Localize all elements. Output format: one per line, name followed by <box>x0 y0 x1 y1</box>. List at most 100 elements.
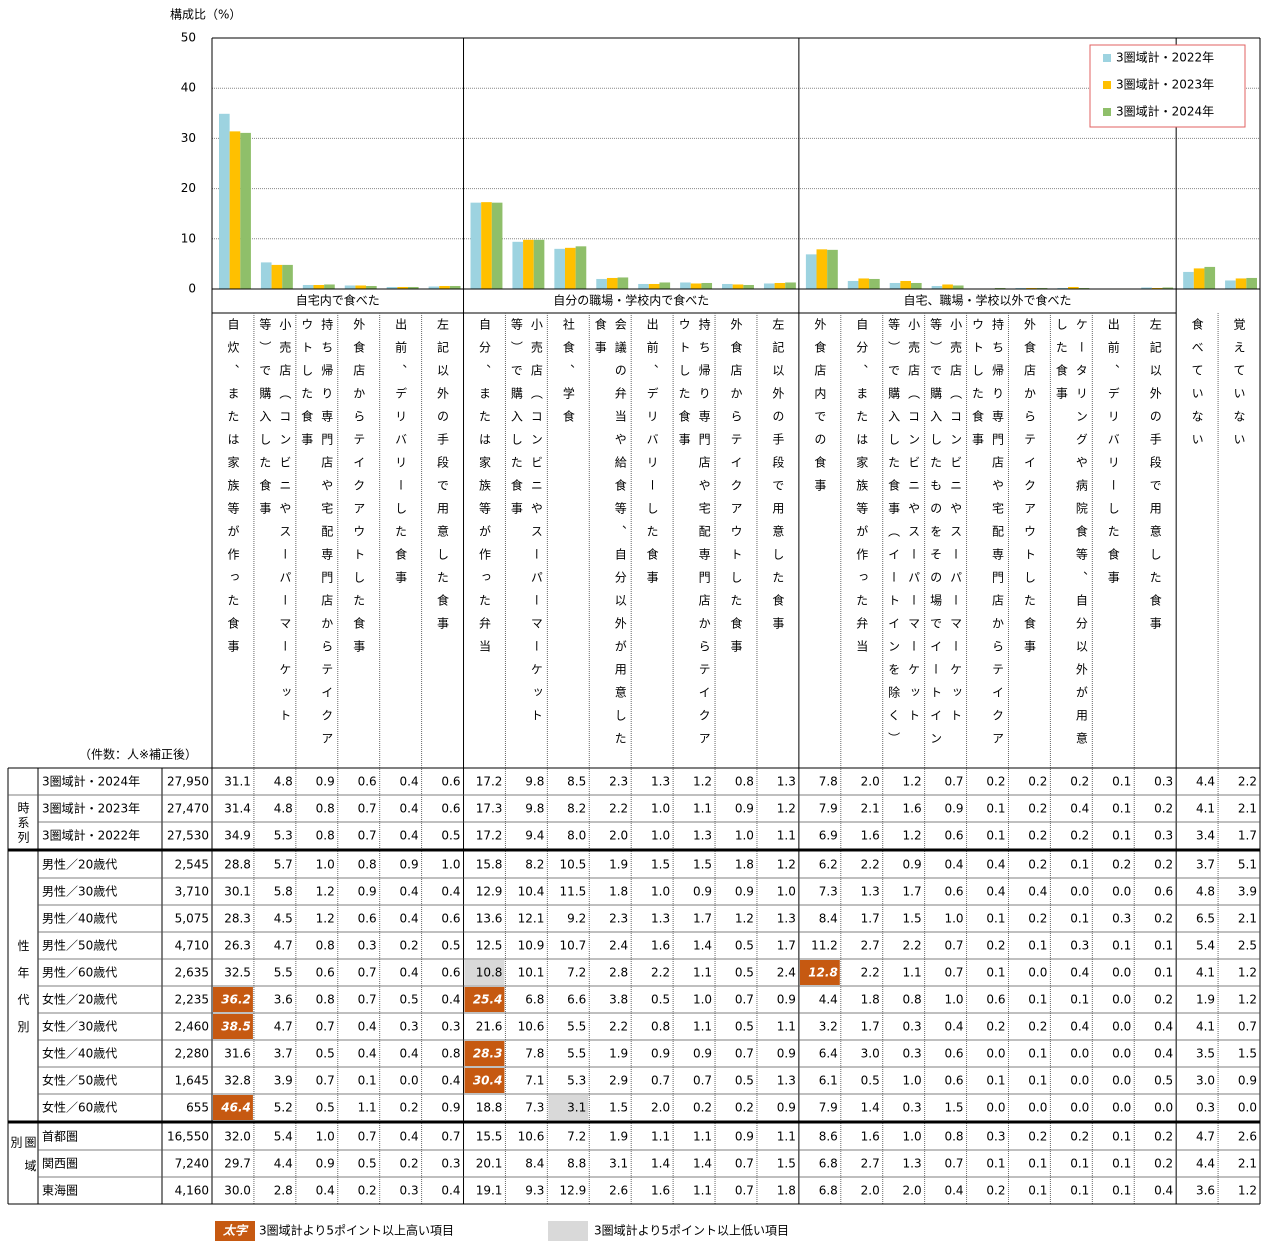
cell-value: 1.1 <box>693 966 712 980</box>
cell-value: 5.7 <box>274 858 293 872</box>
cell-value: 1.2 <box>1238 966 1257 980</box>
cell-value: 0.7 <box>316 1020 335 1034</box>
bar <box>491 202 503 289</box>
cell-value: 9.2 <box>567 912 586 926</box>
cell-value: 1.3 <box>651 775 670 789</box>
category-label: 左記以外の手段で用意した食事 <box>770 318 785 640</box>
cell-value: 3.1 <box>609 1157 628 1171</box>
cell-value: 2.0 <box>609 829 628 843</box>
bar <box>324 284 335 289</box>
cell-value: 1.1 <box>693 1130 712 1144</box>
cell-value: 0.0 <box>1070 1101 1089 1115</box>
cell-value: 1.0 <box>316 1130 335 1144</box>
section-label: 性年代別 <box>16 939 30 1048</box>
bar <box>533 239 545 289</box>
cell-value: 8.4 <box>819 912 838 926</box>
cell-value: 2.7 <box>861 1157 880 1171</box>
cell-value: 0.3 <box>903 1101 922 1115</box>
cell-value: 0.3 <box>441 1157 460 1171</box>
category-label: 小売店（コンビニやスーパーマーケット等）で購入した食事 <box>509 318 544 732</box>
cell-value: 3.8 <box>609 993 628 1007</box>
cell-value: 0.8 <box>735 775 754 789</box>
bar <box>690 283 702 289</box>
cell-value: 17.2 <box>476 829 503 843</box>
cell-value: 2.2 <box>609 1020 628 1034</box>
bar <box>994 287 1006 289</box>
cell-value: 0.7 <box>316 1074 335 1088</box>
row-n: 27,530 <box>167 829 209 843</box>
cell-value: 0.1 <box>1028 939 1047 953</box>
category-label: 出前、デリバリーした食事 <box>393 318 408 594</box>
cell-value: 0.5 <box>358 1157 377 1171</box>
cell-value: 3.1 <box>567 1101 586 1115</box>
cell-value: 0.7 <box>735 1157 754 1171</box>
cell-value: 0.4 <box>441 1184 460 1198</box>
category-label: 外食店からテイクアウトした食事 <box>1022 318 1037 663</box>
cell-value: 0.9 <box>441 1101 460 1115</box>
cell-value: 0.1 <box>1070 1157 1089 1171</box>
cell-value: 0.9 <box>316 1157 335 1171</box>
bar <box>763 283 775 289</box>
cell-value: 0.9 <box>358 885 377 899</box>
cell-value: 0.8 <box>903 993 922 1007</box>
cell-value: 0.2 <box>986 939 1005 953</box>
cell-value: 36.2 <box>221 993 251 1007</box>
cell-value: 4.4 <box>274 1157 293 1171</box>
row-n: 2,460 <box>175 1020 209 1034</box>
legend-label: 3圏域計・2022年 <box>1116 50 1214 65</box>
cell-value: 10.5 <box>560 858 587 872</box>
cell-value: 0.2 <box>1070 775 1089 789</box>
cell-value: 0.0 <box>1112 1047 1131 1061</box>
row-label: 女性／60歳代 <box>42 1100 117 1115</box>
cell-value: 0.2 <box>986 1020 1005 1034</box>
cell-value: 1.7 <box>777 939 796 953</box>
cell-value: 0.9 <box>777 993 796 1007</box>
cell-value: 6.5 <box>1196 912 1215 926</box>
row-label: 女性／20歳代 <box>42 992 117 1007</box>
cell-value: 2.9 <box>609 1074 628 1088</box>
cell-value: 2.4 <box>777 966 796 980</box>
cell-value: 0.1 <box>1112 939 1131 953</box>
y-tick-label: 30 <box>181 131 196 145</box>
bar <box>900 280 911 289</box>
cell-value: 0.4 <box>986 858 1005 872</box>
bar <box>565 247 576 289</box>
row-label: 男性／20歳代 <box>42 858 117 872</box>
y-tick-label: 20 <box>181 181 196 195</box>
cell-value: 25.4 <box>473 993 503 1007</box>
bar <box>1015 287 1027 289</box>
category-label: 覚えていない <box>1232 318 1247 456</box>
cell-value: 0.2 <box>400 1157 419 1171</box>
legend-swatch <box>1103 81 1111 89</box>
note-high: 3圏域計より5ポイント以上高い項目 <box>259 1223 454 1238</box>
cell-value: 0.1 <box>1070 993 1089 1007</box>
cell-value: 6.2 <box>819 858 838 872</box>
cell-value: 8.2 <box>567 802 586 816</box>
cell-value: 1.1 <box>651 1130 670 1144</box>
cell-value: 1.3 <box>777 1074 796 1088</box>
cell-value: 1.0 <box>651 829 670 843</box>
bar <box>481 202 492 289</box>
cell-value: 0.7 <box>358 966 377 980</box>
bar <box>229 131 241 289</box>
bar <box>847 280 859 289</box>
cell-value: 0.2 <box>1154 858 1173 872</box>
cell-value: 10.4 <box>518 885 545 899</box>
cell-value: 1.3 <box>693 829 712 843</box>
cell-value: 0.2 <box>1028 775 1047 789</box>
category-label: 自分、または家族等が作った弁当 <box>854 318 869 663</box>
y-tick-label: 40 <box>181 81 196 95</box>
cell-value: 5.1 <box>1238 858 1257 872</box>
cell-value: 1.3 <box>861 885 880 899</box>
cell-value: 1.0 <box>651 885 670 899</box>
cell-value: 34.9 <box>224 829 251 843</box>
cell-value: 1.1 <box>777 829 796 843</box>
row-n: 3,710 <box>175 885 209 899</box>
bar <box>1225 280 1236 289</box>
cell-value: 17.2 <box>476 775 503 789</box>
cell-value: 0.2 <box>1028 1020 1047 1034</box>
cell-value: 11.2 <box>811 939 838 953</box>
cell-value: 5.5 <box>567 1020 586 1034</box>
cell-value: 0.0 <box>1070 1074 1089 1088</box>
cell-value: 1.5 <box>944 1101 963 1115</box>
